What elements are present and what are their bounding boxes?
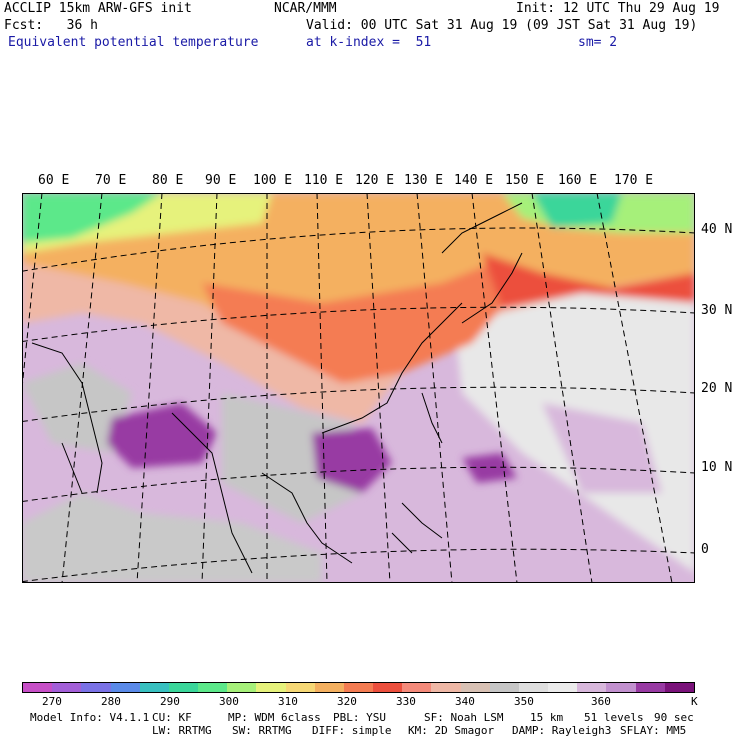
- colorbar-swatch: [577, 683, 607, 692]
- lon-label: 120 E: [355, 173, 395, 188]
- damp-scheme: DAMP: Rayleigh3: [512, 724, 612, 737]
- green-field: [22, 193, 162, 243]
- lon-label: 60 E: [38, 173, 70, 188]
- colorbar-swatch: [548, 683, 578, 692]
- lat-label: 20 N: [701, 381, 733, 396]
- sf-scheme: SF: Noah LSM: [424, 711, 504, 724]
- colorbar-swatch: [314, 683, 344, 692]
- pbl-scheme: PBL: YSU: [333, 711, 386, 724]
- lat-label: 10 N: [701, 460, 733, 475]
- level-label: at k-index = 51: [306, 35, 432, 50]
- timestep: 90 sec: [654, 711, 694, 724]
- lon-label: 70 E: [95, 173, 127, 188]
- lat-label: 40 N: [701, 222, 733, 237]
- colorbar-swatch: [227, 683, 257, 692]
- colorbar-swatch: [23, 683, 53, 692]
- colorbar-swatch: [52, 683, 82, 692]
- colorbar-swatch: [431, 683, 461, 692]
- lon-label: 80 E: [152, 173, 184, 188]
- gray-region: [22, 363, 132, 453]
- purple-patch: [542, 403, 662, 493]
- colorbar-label: 290: [160, 695, 180, 708]
- model-info: Model Info: V4.1.1: [30, 711, 150, 724]
- colorbar-label: 310: [278, 695, 298, 708]
- lon-label: 150 E: [505, 173, 545, 188]
- colorbar-swatch: [168, 683, 199, 692]
- red-band: [202, 263, 522, 383]
- colorbar-swatch: [373, 683, 403, 692]
- lon-label: 130 E: [404, 173, 444, 188]
- green-field: [532, 193, 622, 228]
- colorbar-label: 350: [514, 695, 534, 708]
- init-time: Init: 12 UTC Thu 29 Aug 19: [516, 1, 720, 16]
- theta-e-map: [22, 193, 695, 583]
- colorbar-label: 300: [219, 695, 239, 708]
- colorbar-swatch: [635, 683, 665, 692]
- colorbar-swatch: [139, 683, 169, 692]
- convective-region: [107, 403, 217, 468]
- levels: 51 levels: [584, 711, 644, 724]
- graticule: [22, 193, 695, 583]
- lat-label: 0: [701, 542, 709, 557]
- lat-label: 30 N: [701, 303, 733, 318]
- lon-label: 90 E: [205, 173, 237, 188]
- model-title: ACCLIP 15km ARW-GFS init: [4, 1, 192, 16]
- colorbar-label: 270: [42, 695, 62, 708]
- km-scheme: KM: 2D Smagor: [408, 724, 495, 737]
- sw-scheme: SW: RRTMG: [232, 724, 292, 737]
- colorbar-swatch: [402, 683, 432, 692]
- institution-label: NCAR/MMM: [274, 1, 337, 16]
- field-name: Equivalent potential temperature: [8, 35, 259, 50]
- colorbar-swatch: [460, 683, 490, 692]
- colorbar-swatch: [110, 683, 140, 692]
- lon-label: 110 E: [304, 173, 344, 188]
- convective-region: [312, 428, 392, 493]
- colorbar-unit: K: [691, 695, 698, 708]
- colorbar-swatch: [518, 683, 549, 692]
- colorbar-swatch: [664, 683, 694, 692]
- colorbar-label: 280: [101, 695, 121, 708]
- lon-label: 160 E: [558, 173, 598, 188]
- colorbar-label: 320: [337, 695, 357, 708]
- gray-region: [222, 393, 362, 523]
- colorbar-swatch: [285, 683, 315, 692]
- colorbar-swatch: [81, 683, 111, 692]
- resolution: 15 km: [530, 711, 564, 724]
- sflay-scheme: SFLAY: MM5: [620, 724, 687, 737]
- convective-region: [462, 453, 517, 483]
- orange-field: [22, 193, 695, 383]
- gray-region: [22, 493, 322, 583]
- colorbar-label: 360: [591, 695, 611, 708]
- mp-scheme: MP: WDM 6class: [228, 711, 321, 724]
- colorbar-label: 330: [396, 695, 416, 708]
- colorbar-swatch: [489, 683, 519, 692]
- lon-label: 170 E: [614, 173, 654, 188]
- lon-label: 140 E: [454, 173, 494, 188]
- colorbar-label: 340: [455, 695, 475, 708]
- coastlines: [31, 202, 523, 574]
- lon-label: 100 E: [253, 173, 293, 188]
- lw-scheme: LW: RRTMG: [152, 724, 212, 737]
- smoothing-label: sm= 2: [578, 35, 618, 50]
- colorbar-swatch: [198, 683, 228, 692]
- colorbar-swatch: [343, 683, 374, 692]
- colorbar: [22, 682, 695, 693]
- colorbar-swatch: [606, 683, 636, 692]
- map-frame: [22, 193, 695, 583]
- colorbar-swatch: [256, 683, 286, 692]
- forecast-hour: Fcst: 36 h: [4, 18, 98, 33]
- cu-scheme: CU: KF: [152, 711, 192, 724]
- red-band: [482, 253, 695, 308]
- diff-scheme: DIFF: simple: [312, 724, 392, 737]
- valid-time: Valid: 00 UTC Sat 31 Aug 19 (09 JST Sat …: [306, 18, 698, 33]
